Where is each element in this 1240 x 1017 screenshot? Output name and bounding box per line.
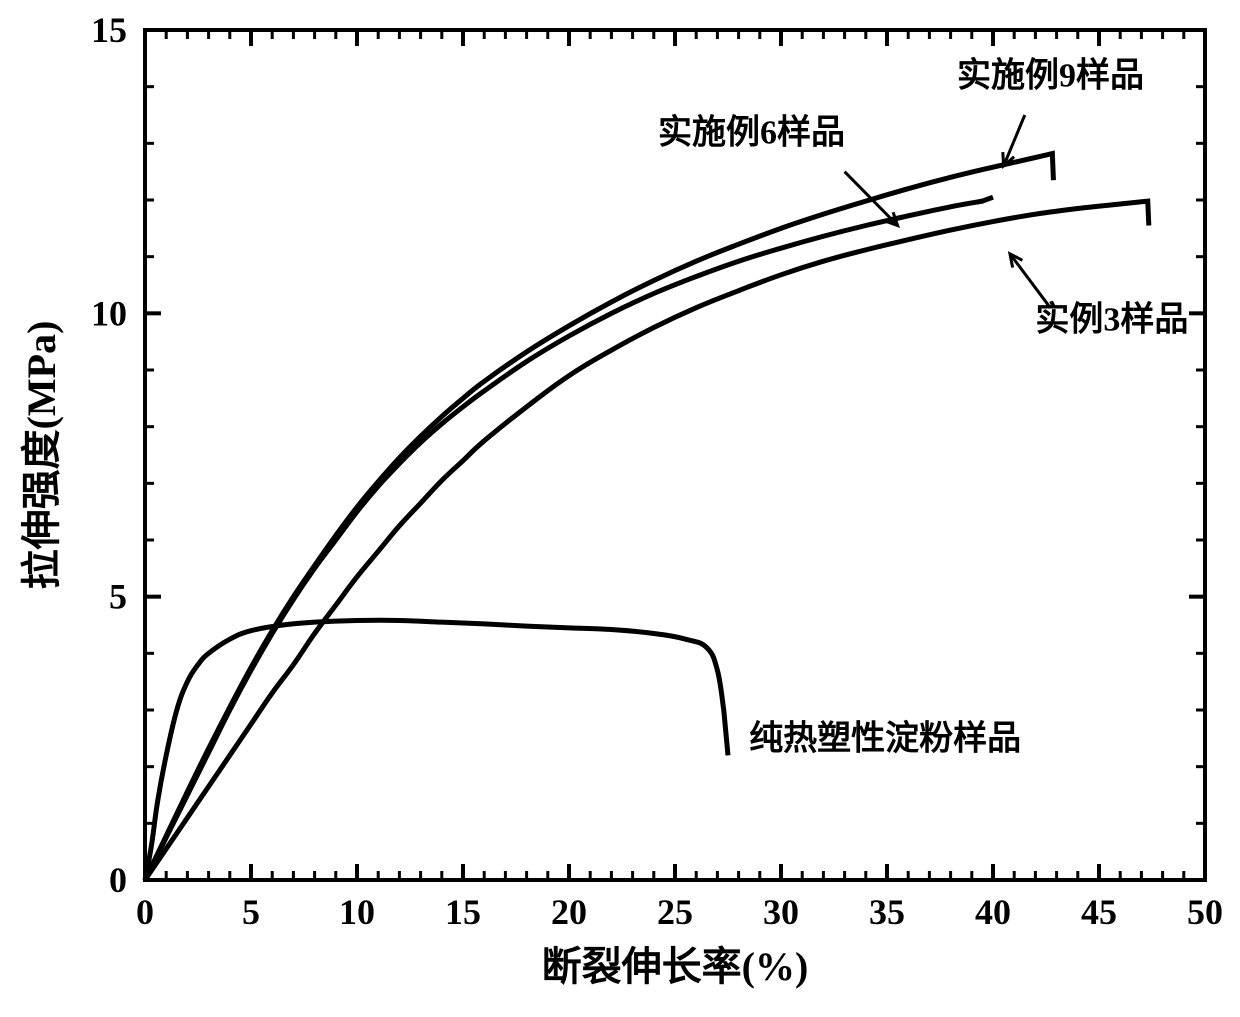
- y-axis-title: 拉伸强度(MPa): [19, 321, 64, 590]
- x-axis-title: 断裂伸长率(%): [542, 944, 809, 989]
- y-tick-label: 10: [91, 293, 127, 333]
- x-tick-label: 50: [1187, 892, 1223, 932]
- x-tick-label: 10: [339, 892, 375, 932]
- series-example6: [145, 197, 993, 880]
- series-label-pure-tps: 纯热塑性淀粉样品: [749, 720, 1021, 758]
- x-tick-label: 0: [136, 892, 154, 932]
- series-label-example9: 实施例9样品: [957, 57, 1144, 95]
- x-tick-label: 45: [1081, 892, 1117, 932]
- y-tick-label: 15: [91, 10, 127, 50]
- x-tick-label: 25: [657, 892, 693, 932]
- stress-strain-chart: 0 5 10 15 20 25 30 35 40 45 50 0 5 10 15 断裂伸长率(%) 拉伸强度(M…: [0, 0, 1240, 1017]
- chart-container: { "chart": { "type": "line", "background…: [0, 0, 1240, 1017]
- x-tick-label: 20: [551, 892, 587, 932]
- y-tick-label: 0: [109, 860, 127, 900]
- series-label-example3: 实例3样品: [1035, 300, 1188, 338]
- series-example3: [145, 201, 1149, 880]
- x-tick-label: 15: [445, 892, 481, 932]
- arrow-example3: [1010, 254, 1050, 308]
- x-tick-label: 5: [242, 892, 260, 932]
- series-example9: [145, 154, 1053, 880]
- x-tick-label: 40: [975, 892, 1011, 932]
- x-tick-label: 30: [763, 892, 799, 932]
- y-tick-label: 5: [109, 577, 127, 617]
- series-label-example6: 实施例6样品: [658, 113, 845, 151]
- x-tick-label: 35: [869, 892, 905, 932]
